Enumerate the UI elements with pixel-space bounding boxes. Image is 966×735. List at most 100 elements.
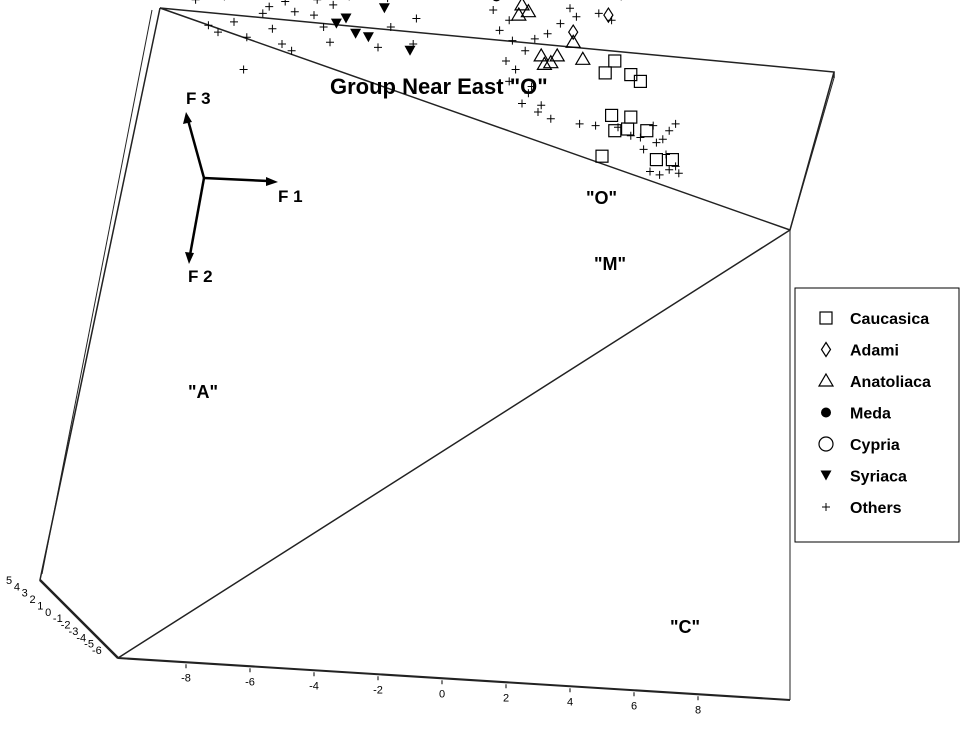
point-others — [313, 0, 322, 4]
f3-arrowhead — [183, 112, 192, 124]
box-frame — [39, 7, 835, 701]
legend-marker-cypria — [818, 436, 834, 452]
point-others — [268, 24, 277, 33]
legend-item-cypria: Cypria — [818, 436, 900, 454]
point-others — [626, 131, 635, 140]
x-axis-ticks: -8 -6 -4 -2 0 2 4 6 8 — [181, 664, 701, 716]
point-others — [511, 65, 520, 74]
series-meda — [492, 0, 500, 2]
point-others — [281, 0, 290, 6]
point-anatoliaca — [549, 47, 566, 62]
legend-item-caucasica: Caucasica — [819, 311, 929, 328]
point-caucasica — [620, 122, 635, 136]
point-others — [287, 46, 296, 55]
point-others — [646, 167, 654, 176]
y-tick-label: 1 — [37, 600, 43, 612]
y-tick-label: 0 — [45, 607, 51, 619]
point-others — [230, 17, 238, 26]
annotation-c: "C" — [670, 617, 700, 637]
point-anatoliaca — [536, 56, 553, 71]
f2-label: F 2 — [188, 267, 213, 286]
legend-item-meda: Meda — [821, 406, 891, 423]
series-anatoliaca — [510, 0, 591, 71]
point-others — [387, 0, 389, 3]
legend-item-others: Others — [822, 500, 902, 517]
point-others — [239, 65, 248, 74]
annotation-a: "A" — [188, 382, 218, 402]
point-others — [502, 57, 510, 65]
point-others — [594, 9, 603, 18]
point-caucasica — [649, 153, 664, 167]
point-others — [204, 21, 213, 30]
point-caucasica — [665, 153, 680, 167]
point-others — [572, 12, 581, 21]
point-caucasica — [608, 54, 622, 68]
point-others — [489, 6, 498, 14]
point-others — [214, 28, 222, 37]
point-syriaca — [340, 13, 352, 24]
point-others — [386, 23, 395, 31]
point-caucasica — [624, 67, 638, 82]
legend-marker-caucasica — [819, 311, 833, 325]
f2-arrowhead — [185, 252, 194, 264]
point-meda — [492, 0, 500, 2]
series-adami — [567, 6, 614, 41]
point-caucasica — [624, 110, 638, 124]
point-anatoliaca — [520, 3, 537, 18]
y-tick-label: -6 — [92, 645, 102, 657]
point-syriaca — [350, 28, 362, 39]
point-adami — [603, 6, 614, 24]
point-others — [265, 2, 274, 11]
legend-label: Caucasica — [850, 311, 929, 328]
legend-marker-adami — [820, 341, 832, 358]
point-caucasica — [598, 66, 612, 80]
point-others — [319, 23, 328, 31]
point-others — [326, 38, 334, 47]
x-tick-label: 0 — [439, 688, 445, 700]
y-tick-label: -3 — [69, 626, 79, 638]
legend-marker-meda — [821, 407, 831, 418]
x-tick-label: 4 — [567, 696, 573, 708]
point-syriaca — [378, 3, 390, 14]
legend-marker-syriaca — [820, 470, 832, 481]
point-others — [242, 33, 251, 42]
point-others — [374, 43, 382, 52]
x-tick-label: -6 — [245, 676, 255, 688]
x-tick-label: -2 — [373, 684, 383, 696]
legend-label: Adami — [850, 343, 899, 360]
legend-marker-others — [822, 503, 830, 511]
point-syriaca — [404, 45, 416, 56]
legend-label: Anatoliaca — [850, 374, 931, 391]
x-tick-label: 2 — [503, 692, 509, 704]
factor-arrows: F 3 F 1 F 2 — [183, 89, 303, 286]
point-caucasica — [640, 124, 654, 138]
legend-label: Cypria — [850, 437, 900, 454]
point-others — [575, 119, 584, 128]
point-anatoliaca — [542, 54, 559, 69]
point-others — [329, 0, 338, 9]
x-tick-label: 6 — [631, 700, 637, 712]
legend-label: Syriaca — [850, 469, 907, 486]
point-others — [655, 170, 664, 179]
point-others — [671, 162, 680, 171]
legend-marker-anatoliaca — [817, 372, 835, 387]
point-others — [278, 40, 286, 48]
legend-item-anatoliaca: Anatoliaca — [817, 372, 931, 391]
f3-label: F 3 — [186, 89, 211, 108]
chart-title: Group Near East "O" — [330, 74, 548, 99]
point-syriaca — [330, 18, 342, 29]
point-others — [495, 26, 504, 35]
back-walls-edge — [39, 7, 791, 659]
x-tick-label: -4 — [309, 680, 319, 692]
y-tick-label: -4 — [76, 632, 86, 644]
x-tick-label: -8 — [181, 672, 191, 684]
point-anatoliaca — [513, 0, 531, 11]
point-others — [591, 121, 600, 130]
series-syriaca — [330, 3, 416, 56]
point-syriaca — [362, 32, 374, 43]
point-others — [258, 9, 267, 18]
x-axis-line — [117, 657, 791, 701]
point-anatoliaca — [574, 51, 591, 65]
y-tick-label: -1 — [53, 613, 63, 625]
